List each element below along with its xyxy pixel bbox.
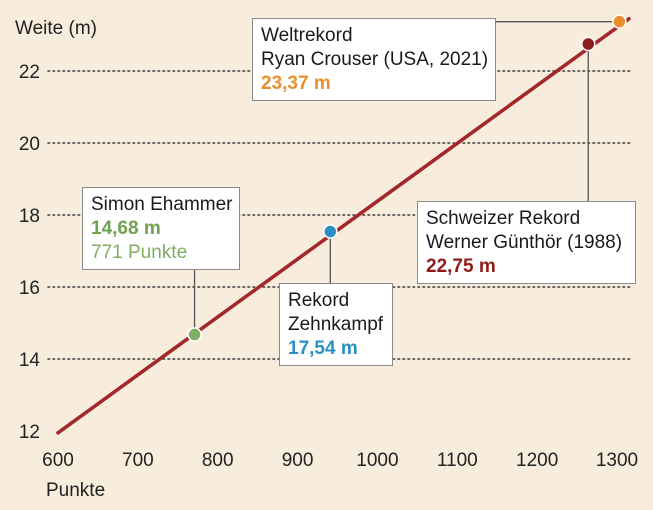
y-axis-title: Weite (m) <box>15 18 97 39</box>
x-tick-700: 700 <box>122 450 154 471</box>
callout-ehammer-value: 14,68 m <box>91 218 161 239</box>
callout-zehnkampf-value: 17,54 m <box>288 338 358 359</box>
marker-schweizer <box>581 36 596 52</box>
x-tick-1300: 1300 <box>596 450 638 471</box>
x-tick-800: 800 <box>202 450 234 471</box>
x-tick-900: 900 <box>282 450 314 471</box>
y-tick-14: 14 <box>19 350 41 371</box>
callout-zehnkampf-subtitle: Zehnkampf <box>288 314 384 335</box>
x-tick-labels: 600 700 800 900 1000 1100 1200 1300 <box>42 450 638 471</box>
callout-ehammer-name: Simon Ehammer <box>91 194 233 215</box>
x-tick-1100: 1100 <box>437 450 478 471</box>
x-tick-1000: 1000 <box>356 450 398 471</box>
callout-weltrekord-title: Weltrekord <box>261 25 353 46</box>
callout-rekord-zehnkampf: Rekord Zehnkampf 17,54 m <box>279 283 393 366</box>
x-tick-1200: 1200 <box>516 450 558 471</box>
y-tick-20: 20 <box>19 134 40 155</box>
callout-schweizer-value: 22,75 m <box>426 256 496 277</box>
x-axis-title: Punkte <box>46 480 105 501</box>
y-tick-12: 12 <box>19 422 40 443</box>
callout-weltrekord: Weltrekord Ryan Crouser (USA, 2021) 23,3… <box>252 18 496 101</box>
y-tick-22: 22 <box>19 62 40 83</box>
y-tick-labels: 12 14 16 18 20 22 <box>19 62 41 443</box>
marker-zehnkampf <box>323 224 338 239</box>
callout-weltrekord-value: 23,37 m <box>261 73 331 94</box>
callout-weltrekord-athlete: Ryan Crouser (USA, 2021) <box>261 49 489 70</box>
series-lines <box>56 16 631 435</box>
callout-schweizer-athlete: Werner Günthör (1988) <box>426 232 623 253</box>
data-markers <box>187 14 627 342</box>
marker-ehammer <box>187 327 202 342</box>
callout-ehammer: Simon Ehammer 14,68 m 771 Punkte <box>82 187 240 270</box>
callout-ehammer-points: 771 Punkte <box>91 242 188 263</box>
marker-weltrekord <box>612 14 627 29</box>
series-line-0 <box>56 16 631 435</box>
y-tick-16: 16 <box>19 278 40 299</box>
leader-lines <box>193 21 620 335</box>
callout-schweizer-title: Schweizer Rekord <box>426 208 581 229</box>
y-tick-18: 18 <box>19 206 40 227</box>
callout-zehnkampf-title: Rekord <box>288 290 350 311</box>
callout-schweizer-rekord: Schweizer Rekord Werner Günthör (1988) 2… <box>417 201 636 284</box>
x-tick-600: 600 <box>42 450 74 471</box>
